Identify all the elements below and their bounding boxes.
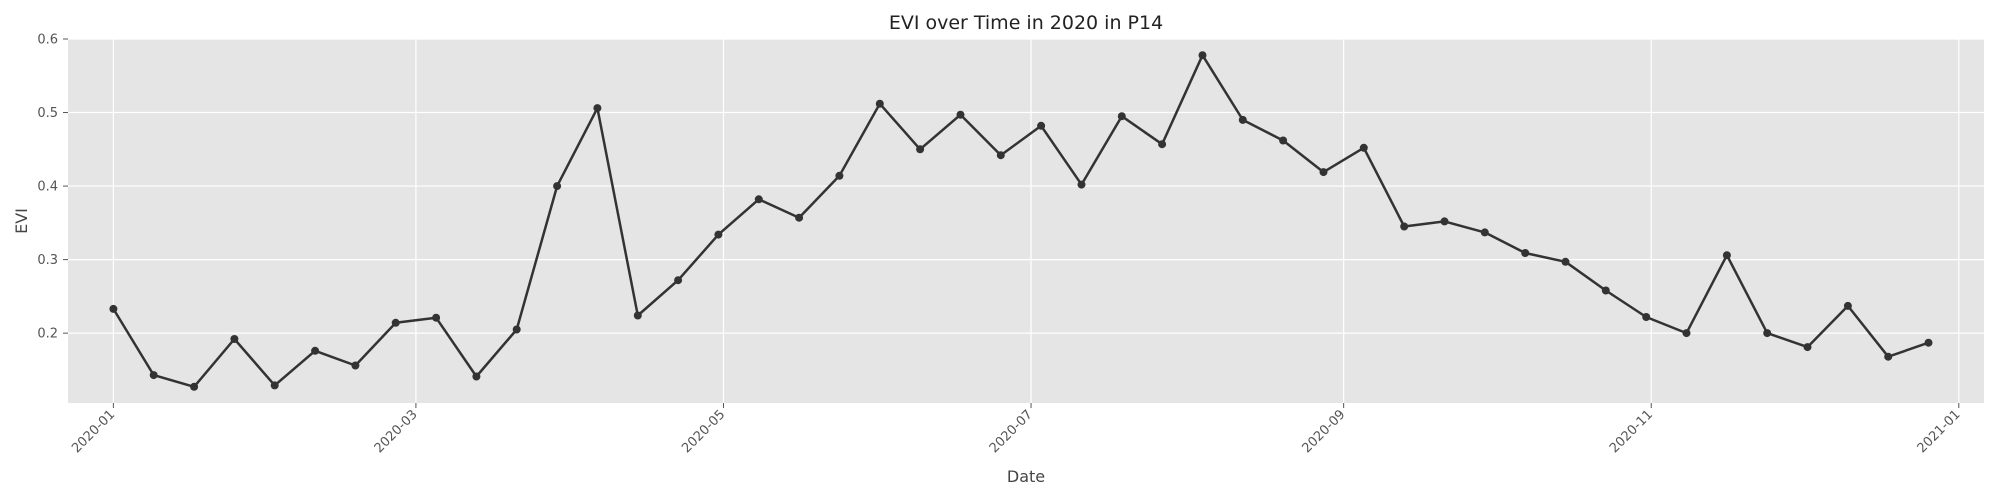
data-point (1843, 301, 1852, 310)
y-tick-label: 0.3 (37, 253, 58, 268)
data-point (1601, 286, 1610, 295)
x-tick-label: 2020-07 (987, 407, 1036, 456)
data-point (754, 195, 763, 204)
data-points (109, 51, 1933, 391)
data-point (1279, 136, 1288, 145)
data-point (875, 99, 884, 108)
grid (68, 38, 1984, 403)
data-point (1117, 112, 1126, 121)
data-point (1480, 228, 1489, 237)
data-point (1642, 313, 1651, 321)
x-axis-label: Date (1007, 467, 1045, 486)
data-point (1440, 217, 1449, 226)
x-tick-label: 2020-05 (679, 407, 728, 456)
data-point (1400, 222, 1409, 231)
data-point (270, 381, 279, 390)
y-tick-label: 0.4 (37, 180, 58, 195)
data-point (1238, 115, 1247, 124)
data-point (996, 151, 1005, 160)
data-point (633, 311, 642, 320)
data-point (1924, 338, 1933, 347)
data-point (109, 304, 118, 313)
x-tick-label: 2020-09 (1299, 407, 1348, 456)
data-point (835, 171, 844, 180)
data-point (1198, 51, 1207, 60)
data-point (149, 371, 158, 380)
series-line (112, 53, 1929, 389)
x-tick-label: 2020-11 (1607, 407, 1656, 456)
data-point (795, 213, 804, 222)
data-point (593, 104, 602, 113)
data-point (956, 110, 965, 119)
x-axis-ticks: 2020-01 2020-03 2020-05 2020-07 2020-09 2020-… (69, 403, 1964, 456)
data-point (1037, 121, 1046, 130)
data-point (1682, 329, 1691, 338)
data-point (674, 276, 683, 285)
x-tick-label: 2020-03 (372, 407, 421, 456)
data-point (1158, 140, 1167, 149)
data-point (512, 325, 521, 334)
y-tick-label: 0.2 (37, 327, 58, 342)
data-point (1763, 329, 1772, 338)
y-axis-ticks: 0.2 0.3 0.4 0.5 0.6 (37, 33, 68, 342)
data-point (472, 372, 481, 381)
data-point (1884, 352, 1893, 361)
data-point (230, 335, 239, 343)
chart-title: EVI over Time in 2020 in P14 (889, 12, 1163, 34)
data-point (1359, 143, 1368, 152)
data-point (1521, 249, 1530, 257)
x-tick-label: 2020-01 (69, 407, 118, 456)
data-point (1561, 257, 1570, 266)
data-point (1319, 168, 1328, 177)
data-point (1077, 180, 1086, 189)
x-tick-label: 2021-01 (1915, 407, 1964, 456)
y-tick-label: 0.5 (37, 106, 58, 121)
plot-area (68, 39, 1984, 403)
y-axis-label: EVI (12, 208, 31, 234)
data-point (351, 361, 360, 370)
data-point (190, 382, 199, 391)
data-point (1722, 251, 1731, 260)
data-point (916, 145, 925, 154)
data-point (553, 182, 562, 191)
data-point (391, 318, 400, 327)
data-point (1803, 343, 1812, 352)
data-point (311, 346, 320, 355)
data-point (432, 313, 441, 322)
data-point (714, 230, 723, 239)
y-tick-label: 0.6 (37, 33, 58, 48)
